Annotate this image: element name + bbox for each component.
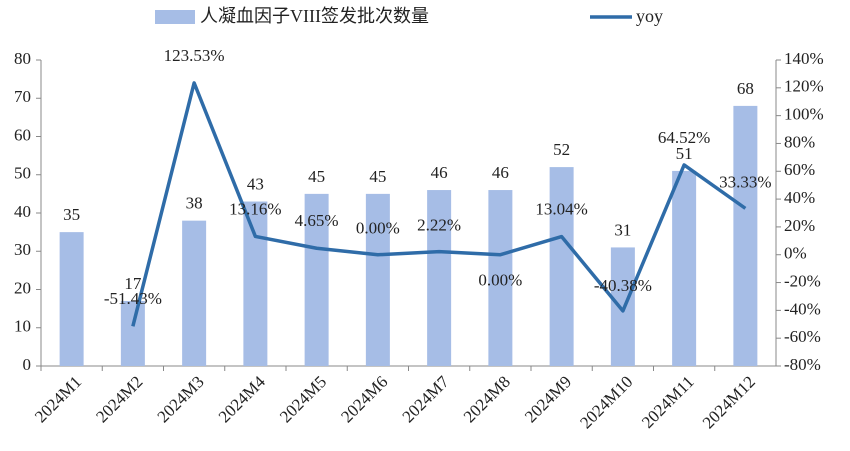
x-tick-label: 2024M9: [521, 372, 575, 426]
bar: [549, 167, 574, 366]
bar-value-label: 46: [492, 163, 509, 182]
y-tick-label: 70: [14, 87, 31, 106]
x-tick-label: 2024M7: [399, 372, 454, 427]
bar: [427, 190, 452, 366]
bar-value-label: 46: [431, 163, 448, 182]
legend-label: yoy: [636, 6, 663, 26]
bar: [120, 300, 145, 366]
y-tick-label: 20: [14, 278, 31, 297]
line-value-label: 33.33%: [719, 172, 771, 191]
yoy-line: [131, 81, 747, 327]
y-tick-label: 50: [14, 164, 31, 183]
x-tick-label: 2024M10: [576, 372, 636, 432]
x-tick-label: 2024M5: [276, 372, 330, 426]
y2-tick-label: 20%: [784, 216, 815, 235]
line-value-label: -40.38%: [594, 276, 652, 295]
bar-value-label: 17: [124, 274, 142, 293]
y-tick-label: 0: [23, 355, 32, 374]
y2-tick-label: 60%: [784, 160, 815, 179]
x-tick-label: 2024M12: [699, 372, 759, 432]
bar: [59, 232, 84, 366]
y-tick-label: 60: [14, 125, 31, 144]
y2-tick-label: 140%: [784, 49, 824, 68]
bar-value-label: 31: [614, 220, 631, 239]
y-tick-label: 10: [14, 317, 31, 336]
x-tick-label: 2024M6: [337, 372, 391, 426]
line-value-label: 0.00%: [356, 219, 400, 238]
y2-tick-label: 40%: [784, 188, 815, 207]
y2-tick-label: 0%: [784, 244, 807, 263]
line-value-label: 123.53%: [164, 46, 225, 65]
y2-tick-label: -80%: [784, 355, 821, 374]
bar-value-label: 45: [369, 167, 386, 186]
x-tick-label: 2024M8: [460, 372, 514, 426]
legend-swatch: [155, 10, 195, 24]
y2-tick-label: 100%: [784, 105, 824, 124]
x-tick-label: 2024M3: [154, 372, 208, 426]
bar-value-label: 51: [676, 144, 693, 163]
line-value-label: 2.22%: [417, 216, 461, 235]
bar: [182, 220, 207, 366]
bar-value-label: 52: [553, 140, 570, 159]
x-tick-label: 2024M4: [215, 372, 270, 427]
line-value-label: 64.52%: [658, 128, 710, 147]
y2-tick-label: -40%: [784, 299, 821, 318]
bar-value-label: 45: [308, 167, 325, 186]
bar: [243, 201, 268, 366]
line-value-label: -51.43%: [104, 289, 162, 308]
y-tick-label: 40: [14, 202, 31, 221]
line-value-label: 4.65%: [295, 211, 339, 230]
bar-value-label: 35: [63, 205, 80, 224]
y2-tick-label: -20%: [784, 271, 821, 290]
y2-tick-label: -60%: [784, 327, 821, 346]
bar-value-label: 68: [737, 79, 754, 98]
x-tick-label: 2024M2: [92, 372, 146, 426]
y2-tick-label: 120%: [784, 77, 824, 96]
bar: [733, 105, 758, 367]
y-tick-label: 80: [14, 49, 31, 68]
bar: [365, 193, 390, 366]
legend-label: 人凝血因子VIII签发批次数量: [200, 6, 429, 26]
line-value-label: 0.00%: [478, 271, 522, 290]
y-tick-label: 30: [14, 240, 31, 259]
bar-value-label: 38: [186, 194, 203, 213]
bar: [488, 190, 513, 366]
x-tick-label: 2024M11: [638, 372, 698, 432]
x-tick-label: 2024M1: [31, 372, 85, 426]
bar: [304, 193, 329, 366]
bar: [672, 170, 697, 366]
line-value-label: 13.04%: [535, 199, 587, 218]
y2-tick-label: 80%: [784, 132, 815, 151]
line-value-label: 13.16%: [229, 199, 281, 218]
bar-value-label: 43: [247, 174, 264, 193]
